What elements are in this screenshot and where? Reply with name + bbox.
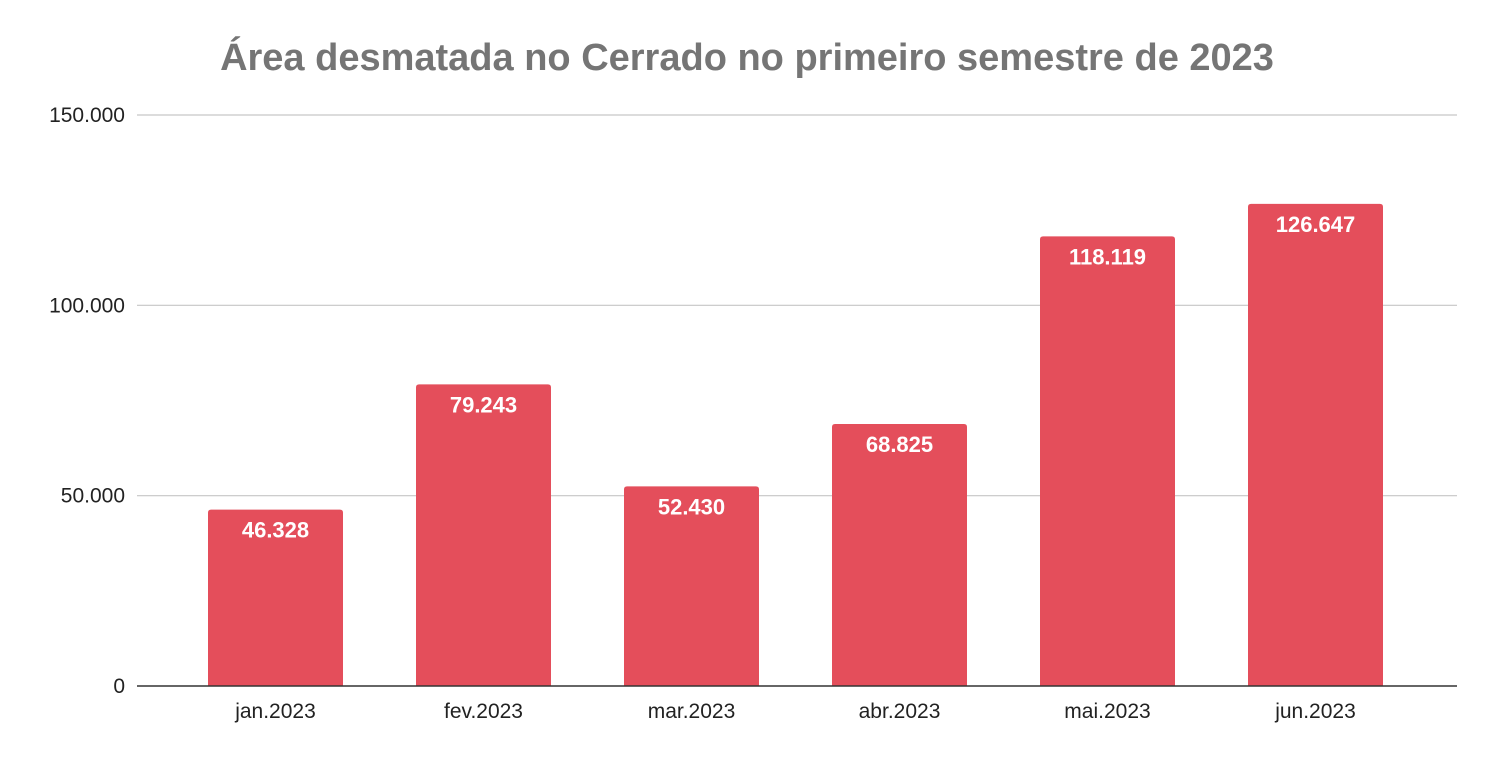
bar-value-label: 118.119: [1069, 244, 1146, 269]
x-tick-label: jan.2023: [234, 700, 316, 723]
bar-value-label: 52.430: [658, 494, 725, 519]
bar-value-label: 68.825: [866, 432, 933, 457]
x-tick-label: jun.2023: [1274, 700, 1356, 723]
bar: [208, 509, 343, 686]
bar: [416, 384, 551, 686]
bar: [832, 424, 967, 686]
bar: [624, 486, 759, 686]
x-tick-label: mai.2023: [1064, 700, 1150, 723]
bar-value-label: 46.328: [242, 518, 309, 543]
x-tick-label: fev.2023: [444, 700, 523, 723]
bar: [1248, 203, 1383, 686]
bar: [1040, 236, 1175, 686]
chart-title: Área desmatada no Cerrado no primeiro se…: [220, 35, 1274, 79]
y-tick-label: 50.000: [61, 485, 125, 508]
y-tick-label: 150.000: [49, 104, 125, 127]
y-tick-label: 0: [113, 675, 125, 698]
bar-value-label: 126.647: [1276, 212, 1356, 237]
y-tick-label: 100.000: [49, 294, 125, 317]
bar-value-label: 79.243: [450, 392, 517, 417]
x-tick-label: mar.2023: [648, 700, 736, 723]
x-tick-label: abr.2023: [859, 700, 941, 723]
